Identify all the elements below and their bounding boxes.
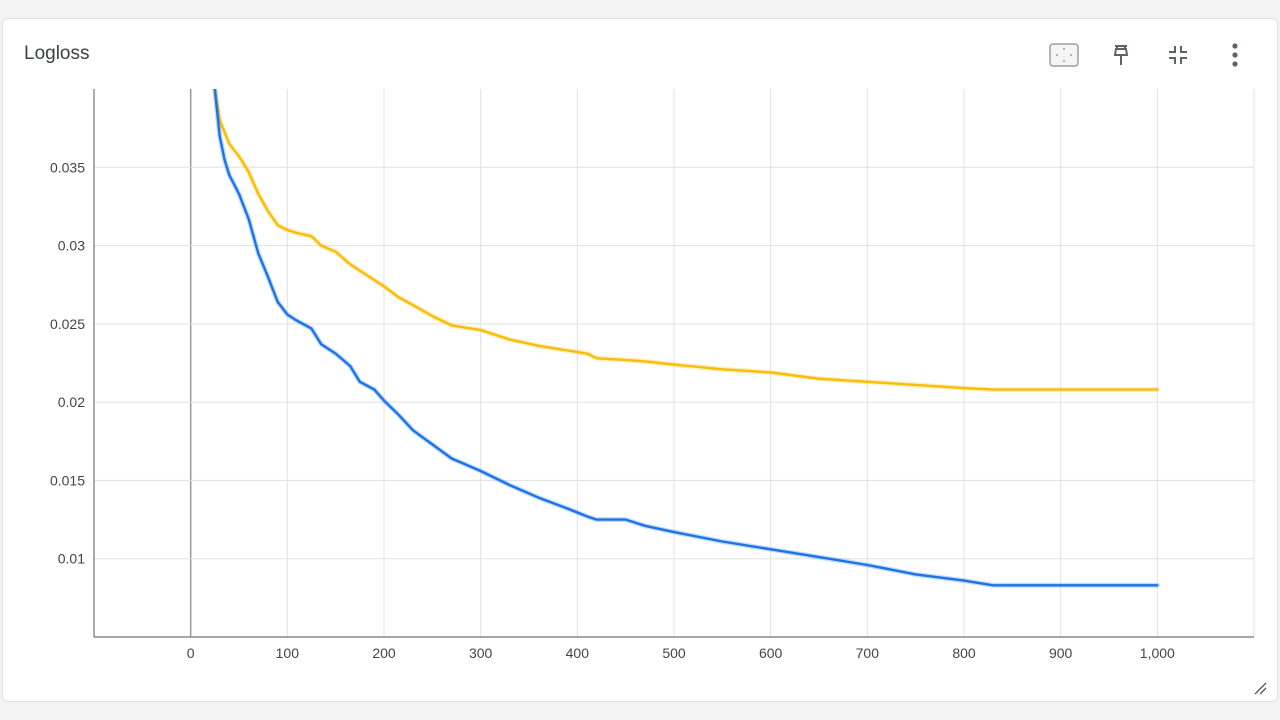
- collapse-button[interactable]: [1149, 41, 1206, 69]
- y-tick-label: 0.03: [58, 238, 85, 254]
- x-tick-label: 1,000: [1140, 645, 1175, 661]
- x-tick-label: 500: [662, 645, 686, 661]
- chart-toolbar: [1035, 41, 1263, 69]
- x-tick-label: 900: [1049, 645, 1073, 661]
- series-shadow-0: [212, 89, 1160, 393]
- series-line-1[interactable]: [213, 89, 1159, 587]
- x-tick-label: 300: [469, 645, 493, 661]
- y-tick-label: 0.02: [58, 394, 85, 410]
- fit-to-data-icon: [1048, 43, 1079, 67]
- x-tick-label: 100: [276, 645, 300, 661]
- y-tick-label: 0.01: [58, 551, 85, 567]
- x-tick-label: 800: [952, 645, 976, 661]
- pin-button[interactable]: [1092, 41, 1149, 69]
- x-tick-label: 200: [372, 645, 396, 661]
- chart-title: Logloss: [24, 43, 90, 64]
- more-vert-icon: [1231, 43, 1238, 67]
- resize-handle[interactable]: [1253, 681, 1267, 695]
- x-tick-label: 600: [759, 645, 783, 661]
- collapse-icon: [1167, 44, 1189, 66]
- series-shadow-1: [212, 89, 1160, 588]
- series-line-0[interactable]: [213, 89, 1159, 391]
- x-tick-label: 400: [566, 645, 590, 661]
- y-tick-label: 0.025: [50, 316, 85, 332]
- more-options-button[interactable]: [1206, 41, 1263, 69]
- x-tick-label: 0: [187, 645, 195, 661]
- y-tick-label: 0.035: [50, 159, 85, 175]
- pin-icon: [1112, 44, 1130, 66]
- fit-to-data-button[interactable]: [1035, 41, 1092, 69]
- y-tick-label: 0.015: [50, 472, 85, 488]
- x-tick-label: 700: [856, 645, 880, 661]
